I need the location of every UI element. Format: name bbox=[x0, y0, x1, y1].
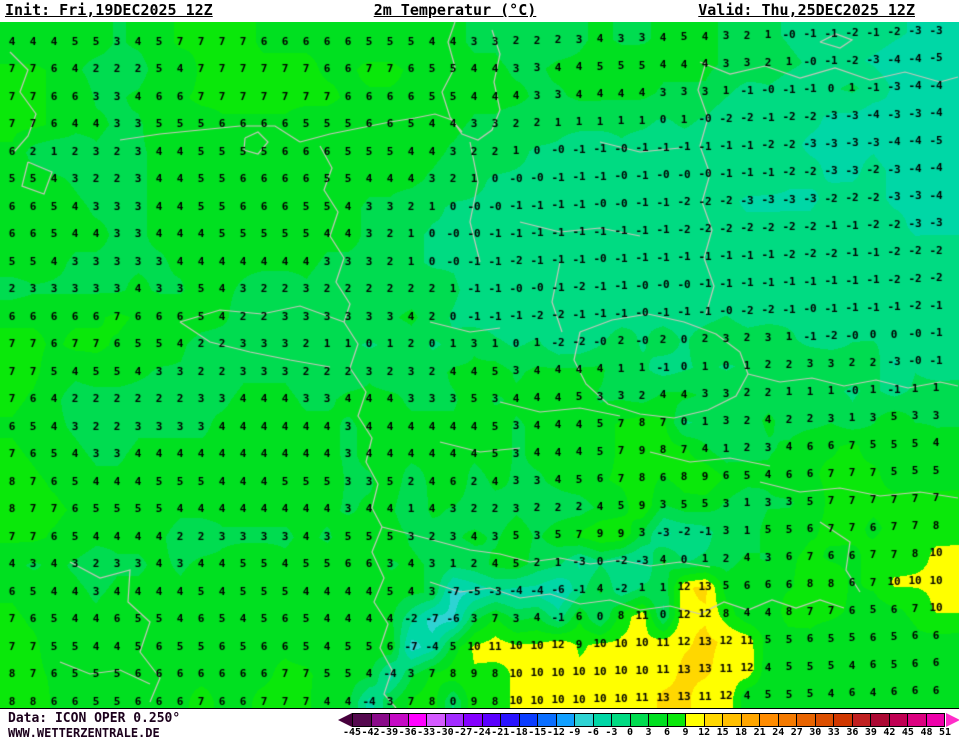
colorbar-tick-label: 15 bbox=[716, 727, 729, 738]
colorbar-tick-label: -45 bbox=[342, 727, 362, 738]
colorbar-segment bbox=[907, 714, 926, 726]
colorbar-tick-label: -6 bbox=[586, 727, 599, 738]
colorbar-tick-label: 33 bbox=[827, 727, 840, 738]
temperature-field-canvas bbox=[0, 22, 959, 708]
colorbar-tick-label: 0 bbox=[626, 727, 633, 738]
colorbar-segment bbox=[777, 714, 796, 726]
colorbar-tick-label: -21 bbox=[491, 727, 510, 738]
colorbar-tick-label: -12 bbox=[546, 727, 565, 738]
colorbar-segment bbox=[518, 714, 537, 726]
colorbar-tick-label: 6 bbox=[664, 727, 671, 738]
colorbar-tick-label: -42 bbox=[361, 727, 380, 738]
colorbar-segment bbox=[814, 714, 833, 726]
colorbar-tick-label: -18 bbox=[509, 727, 528, 738]
colorbar-tick-label: 24 bbox=[772, 727, 785, 738]
colorbar-segment bbox=[611, 714, 630, 726]
chart-title: 2m Temperatur (°C) bbox=[373, 1, 537, 19]
colorbar-tick-label: 3 bbox=[645, 727, 652, 738]
colorbar-tick-label: 45 bbox=[901, 727, 914, 738]
colorbar-tick-label: 12 bbox=[698, 727, 711, 738]
temperature-map bbox=[0, 22, 959, 709]
colorbar-tick-label: -9 bbox=[568, 727, 581, 738]
colorbar-tick-label: 18 bbox=[735, 727, 748, 738]
colorbar-tick-label: 9 bbox=[682, 727, 689, 738]
colorbar-segment bbox=[851, 714, 870, 726]
colorbar-tick-label: 42 bbox=[883, 727, 896, 738]
colorbar-segment bbox=[537, 714, 556, 726]
colorbar-segment bbox=[629, 714, 648, 726]
colorbar-tick-label: 51 bbox=[938, 727, 952, 738]
colorbar-segment bbox=[833, 714, 852, 726]
colorbar-segment bbox=[759, 714, 778, 726]
temperature-colorbar bbox=[352, 713, 945, 727]
init-time-label: Init: Fri,19DEC2025 12Z bbox=[5, 1, 213, 19]
colorbar-tick-label: -3 bbox=[605, 727, 618, 738]
website-label: WWW.WETTERZENTRALE.DE bbox=[8, 726, 160, 740]
colorbar-segment bbox=[685, 714, 704, 726]
colorbar-segment bbox=[353, 714, 371, 726]
colorbar-segment bbox=[925, 714, 944, 726]
colorbar-segment bbox=[426, 714, 445, 726]
colorbar-segment bbox=[722, 714, 741, 726]
colorbar-tick-label: 21 bbox=[753, 727, 766, 738]
colorbar-tick-label: -39 bbox=[380, 727, 399, 738]
colorbar-segment bbox=[796, 714, 815, 726]
colorbar-segment bbox=[500, 714, 519, 726]
colorbar-tick-label: -30 bbox=[435, 727, 454, 738]
colorbar-tick-label: 27 bbox=[790, 727, 803, 738]
colorbar-segment bbox=[370, 714, 389, 726]
colorbar-right-arrow bbox=[946, 713, 959, 727]
colorbar-tick-label: 30 bbox=[809, 727, 822, 738]
colorbar-segment bbox=[592, 714, 611, 726]
colorbar-tick-label: -24 bbox=[472, 727, 491, 738]
colorbar-segment bbox=[389, 714, 408, 726]
colorbar-segment bbox=[740, 714, 759, 726]
colorbar-tick-label: -15 bbox=[528, 727, 547, 738]
colorbar-segment bbox=[444, 714, 463, 726]
colorbar-segment bbox=[407, 714, 426, 726]
colorbar-segment bbox=[555, 714, 574, 726]
colorbar-segment bbox=[703, 714, 722, 726]
colorbar-segment bbox=[481, 714, 500, 726]
valid-time-label: Valid: Thu,25DEC2025 12Z bbox=[698, 1, 915, 19]
colorbar-segment bbox=[648, 714, 667, 726]
colorbar-tick-label: 39 bbox=[864, 727, 877, 738]
colorbar-left-arrow bbox=[338, 713, 352, 727]
colorbar-segment bbox=[574, 714, 593, 726]
colorbar-tick-label: -27 bbox=[454, 727, 473, 738]
colorbar-tick-label: -36 bbox=[398, 727, 417, 738]
colorbar-tick-label: 36 bbox=[846, 727, 859, 738]
colorbar-segment bbox=[888, 714, 907, 726]
footer: Data: ICON OPER 0.250° WWW.WETTERZENTRAL… bbox=[0, 709, 959, 741]
data-source-label: Data: ICON OPER 0.250° bbox=[8, 711, 181, 726]
colorbar-tick-label: -33 bbox=[417, 727, 436, 738]
colorbar-segment bbox=[463, 714, 482, 726]
colorbar-segment bbox=[666, 714, 685, 726]
colorbar-tick-label: 48 bbox=[920, 727, 933, 738]
colorbar-segment bbox=[870, 714, 889, 726]
